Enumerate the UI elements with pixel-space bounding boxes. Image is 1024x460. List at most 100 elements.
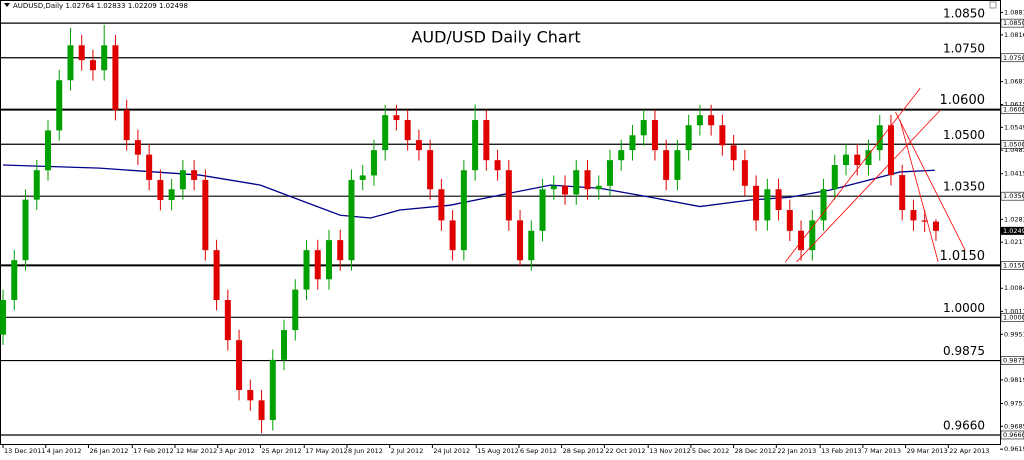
candle-body (618, 150, 625, 161)
symbol: AUDUSD,Daily (13, 2, 63, 10)
level-tag-box (1000, 313, 1024, 322)
candle-body (550, 185, 557, 190)
candle-body (775, 189, 782, 211)
level-tag-box (1000, 430, 1024, 440)
level-tag: 1.06000 (1003, 106, 1024, 114)
candle-body (472, 120, 479, 171)
candle-body (651, 120, 658, 151)
candle-body (663, 150, 670, 180)
candle-body (382, 115, 389, 151)
candle-body (191, 170, 198, 180)
trendline (796, 109, 941, 263)
plot-frame (0, 0, 1001, 445)
candle-body (820, 189, 827, 221)
y-tick-label: 0.98190 (1004, 376, 1024, 384)
level-tag: 1.08500 (1003, 19, 1024, 27)
candle-body (764, 189, 771, 221)
level-label: 1.0500 (943, 128, 985, 142)
y-tick-label: 1.04150 (1004, 170, 1024, 178)
level-label: 0.9660 (943, 418, 985, 432)
candle-body (11, 260, 18, 300)
candle-body (33, 170, 40, 200)
candle-body (303, 250, 310, 290)
level-tag-box (1000, 18, 1024, 28)
y-tick-label: 1.02170 (1004, 238, 1024, 246)
level-label: 1.0000 (943, 301, 985, 315)
chart-title: AUD/USD Daily Chart (411, 28, 580, 47)
candle-body (112, 45, 119, 111)
candle-body (427, 150, 434, 190)
candle-body (168, 189, 175, 200)
x-tick-label: 13 Nov 2012 (649, 447, 691, 455)
candle-body (67, 45, 74, 81)
candle-body (640, 120, 647, 136)
x-tick-label: 25 Apr 2012 (261, 447, 301, 455)
candle-body (562, 185, 569, 195)
candle-body (539, 189, 546, 231)
y-tick-label: 1.00170 (1004, 307, 1024, 315)
x-tick-label: 17 May 2012 (305, 447, 347, 455)
candle-body (719, 125, 726, 146)
menu-arrow (4, 3, 10, 7)
candle-body (876, 125, 883, 151)
candle-body (22, 199, 29, 261)
y-tick-label: 1.05490 (1004, 123, 1024, 131)
candle-body (887, 125, 894, 176)
candle-body (146, 154, 153, 180)
last-open: 1.02764 (65, 2, 94, 10)
candle-body (505, 170, 512, 221)
candle-body (517, 220, 524, 261)
y-tick-label: 1.06150 (1004, 100, 1024, 108)
candle-body (325, 240, 332, 280)
y-tick-label: 0.97510 (1004, 399, 1024, 407)
candle-body (123, 110, 130, 141)
level-tag: 1.05000 (1003, 140, 1024, 148)
candle-body (292, 289, 299, 331)
candle-body (89, 60, 96, 71)
y-tick-label: 0.96850 (1004, 422, 1024, 430)
x-tick-label: 22 Apr 2013 (949, 447, 989, 455)
candle-body (899, 175, 906, 211)
level-tag-box (1000, 53, 1024, 63)
last-low: 1.02209 (128, 2, 157, 10)
candle-body (910, 210, 917, 221)
candle-body (359, 175, 366, 180)
candle-body (56, 80, 63, 131)
candle-body (236, 340, 243, 390)
y-tick-label: 1.06810 (1004, 78, 1024, 86)
price-tag-box (1001, 226, 1024, 235)
candle-body (831, 165, 838, 190)
candle-body (865, 150, 872, 166)
candle-body (44, 130, 51, 171)
x-tick-label: 5 Dec 2012 (692, 447, 729, 455)
x-tick-label: 24 Jul 2012 (433, 447, 470, 455)
level-tag-box (1000, 261, 1024, 270)
header: AUDUSD,Daily 1.02764 1.02833 1.02209 1.0… (13, 2, 188, 10)
candle-body (685, 125, 692, 151)
y-tick-label: 1.08810 (1004, 8, 1024, 16)
candle-body (460, 170, 467, 251)
candle-body (798, 230, 805, 251)
y-tick-label: 1.08160 (1004, 31, 1024, 39)
x-tick-label: 13 Feb 2013 (821, 447, 861, 455)
candle-body (854, 154, 861, 166)
x-tick-label: 4 Jan 2012 (47, 447, 82, 455)
x-tick-label: 22 Jan 2013 (777, 447, 816, 455)
candle-body (573, 170, 580, 195)
candle-body (932, 221, 939, 231)
candle-body (101, 45, 108, 71)
trendline (899, 119, 939, 263)
level-label: 0.9875 (943, 344, 985, 358)
corner-icon (989, 1, 997, 9)
candle-body (404, 120, 411, 141)
level-tag: 1.03500 (1003, 192, 1024, 200)
level-label: 1.0150 (940, 249, 986, 264)
candle-body (370, 150, 377, 176)
x-tick-label: 2 Jul 2012 (391, 447, 424, 455)
x-tick-label: 6 Sep 2012 (520, 447, 557, 455)
candle-body (674, 150, 681, 180)
y-tick-label: 0.96190 (1004, 445, 1024, 453)
level-tag: 1.07500 (1003, 54, 1024, 62)
candle-body (494, 160, 501, 171)
